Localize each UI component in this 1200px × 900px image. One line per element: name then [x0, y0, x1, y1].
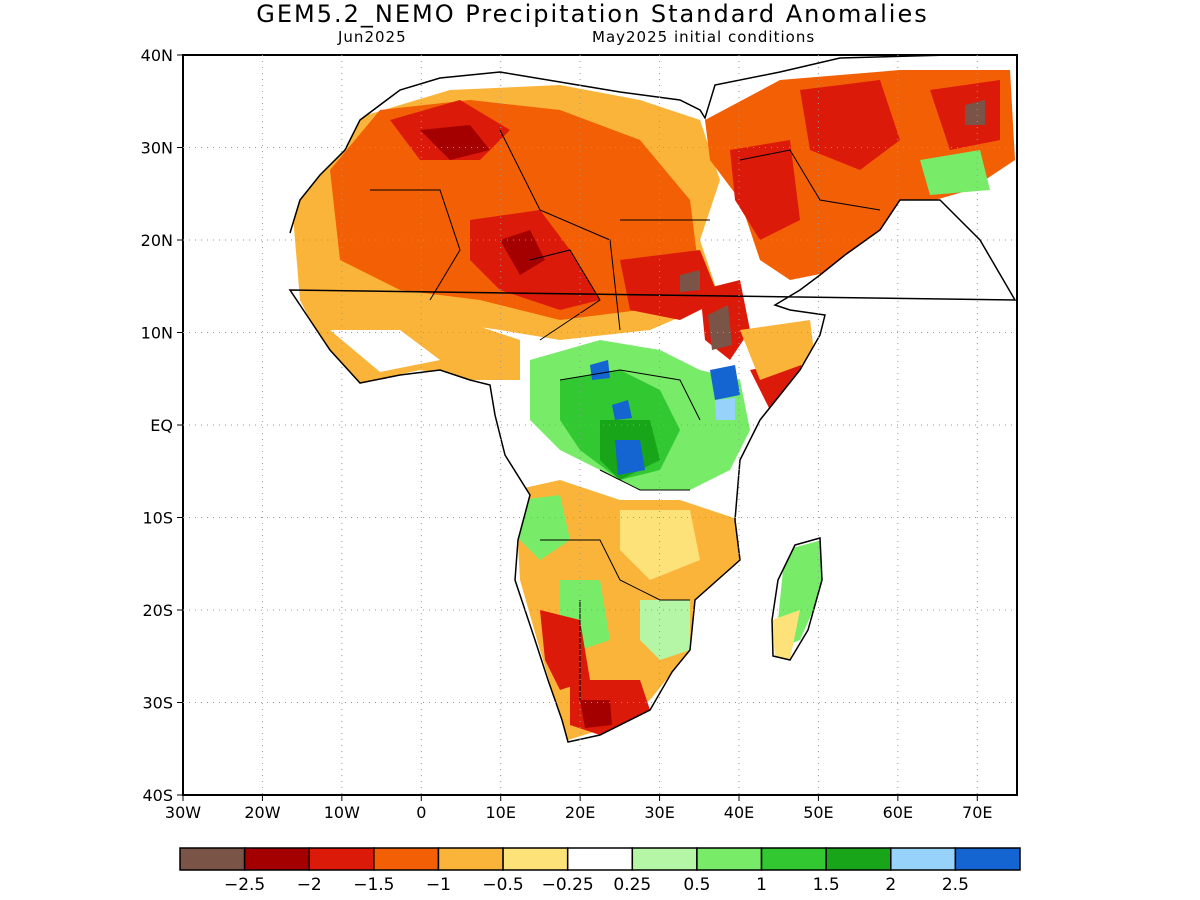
longitude-labels: 30W 20W 10W 0 10E 20E 30E 40E 50E 60E 70E	[165, 795, 993, 822]
colorbar-label: 0.5	[683, 875, 710, 895]
lat-label: 10N	[141, 324, 173, 343]
map-title: GEM5.2_NEMO Precipitation Standard Anoma…	[256, 0, 929, 28]
lon-label: 60E	[883, 803, 913, 822]
colorbar-swatch	[308, 847, 375, 871]
lat-label: 40S	[142, 786, 173, 805]
lon-label: 70E	[962, 803, 992, 822]
colorbar-swatch	[954, 847, 1021, 871]
colorbar-label: 2	[885, 875, 896, 895]
colorbar-swatch	[437, 847, 504, 871]
colorbar-swatch	[890, 847, 957, 871]
initial-conditions: May2025 initial conditions	[592, 28, 816, 46]
colorbar-label: 2.5	[942, 875, 969, 895]
lat-label: 20S	[142, 601, 173, 620]
colorbar-label: −0.5	[482, 875, 523, 895]
colorbar-swatch	[502, 847, 569, 871]
colorbar-label: −1.5	[353, 875, 394, 895]
colorbar-label: −0.25	[542, 875, 594, 895]
lon-label: 20W	[244, 803, 280, 822]
colorbar-label: 1.5	[813, 875, 840, 895]
colorbar-label: −1	[426, 875, 451, 895]
lat-label: 40N	[141, 46, 173, 65]
lon-label: 30E	[644, 803, 674, 822]
graticule	[183, 55, 1017, 795]
colorbar-label: 0.25	[613, 875, 651, 895]
forecast-month: Jun2025	[338, 28, 407, 46]
colorbar-swatch	[825, 847, 892, 871]
lon-label: 0	[416, 803, 426, 822]
madagascar-coastline	[771, 537, 823, 661]
latitude-labels: 40N 30N 20N 10N EQ 10S 20S 30S 40S	[141, 46, 183, 805]
lat-label: 30N	[141, 139, 173, 158]
lat-label: 20N	[141, 231, 173, 250]
lat-label: 10S	[142, 509, 173, 528]
colorbar-swatch	[243, 847, 310, 871]
lon-label: 20E	[565, 803, 595, 822]
colorbar-label: −2.5	[224, 875, 265, 895]
lat-label: 30S	[142, 694, 173, 713]
lon-label: 50E	[803, 803, 833, 822]
lon-label: 10E	[485, 803, 515, 822]
country-borders	[370, 129, 881, 700]
colorbar: −2.5 −2 −1.5 −1 −0.5 −0.25 0.25 0.5 1 1.5 2 2.5	[179, 847, 1021, 895]
colorbar-swatch	[373, 847, 440, 871]
coastline	[288, 54, 1017, 743]
colorbar-swatch	[566, 847, 634, 871]
lon-label: 10W	[324, 803, 360, 822]
lon-label: 40E	[724, 803, 754, 822]
colorbar-label: −2	[297, 875, 322, 895]
colorbar-swatch	[760, 847, 827, 871]
lon-label: 30W	[165, 803, 201, 822]
colorbar-swatch	[179, 847, 246, 871]
colorbar-swatch	[696, 847, 763, 871]
colorbar-swatch	[631, 847, 698, 871]
lat-label: EQ	[150, 416, 173, 435]
colorbar-label: 1	[756, 875, 767, 895]
